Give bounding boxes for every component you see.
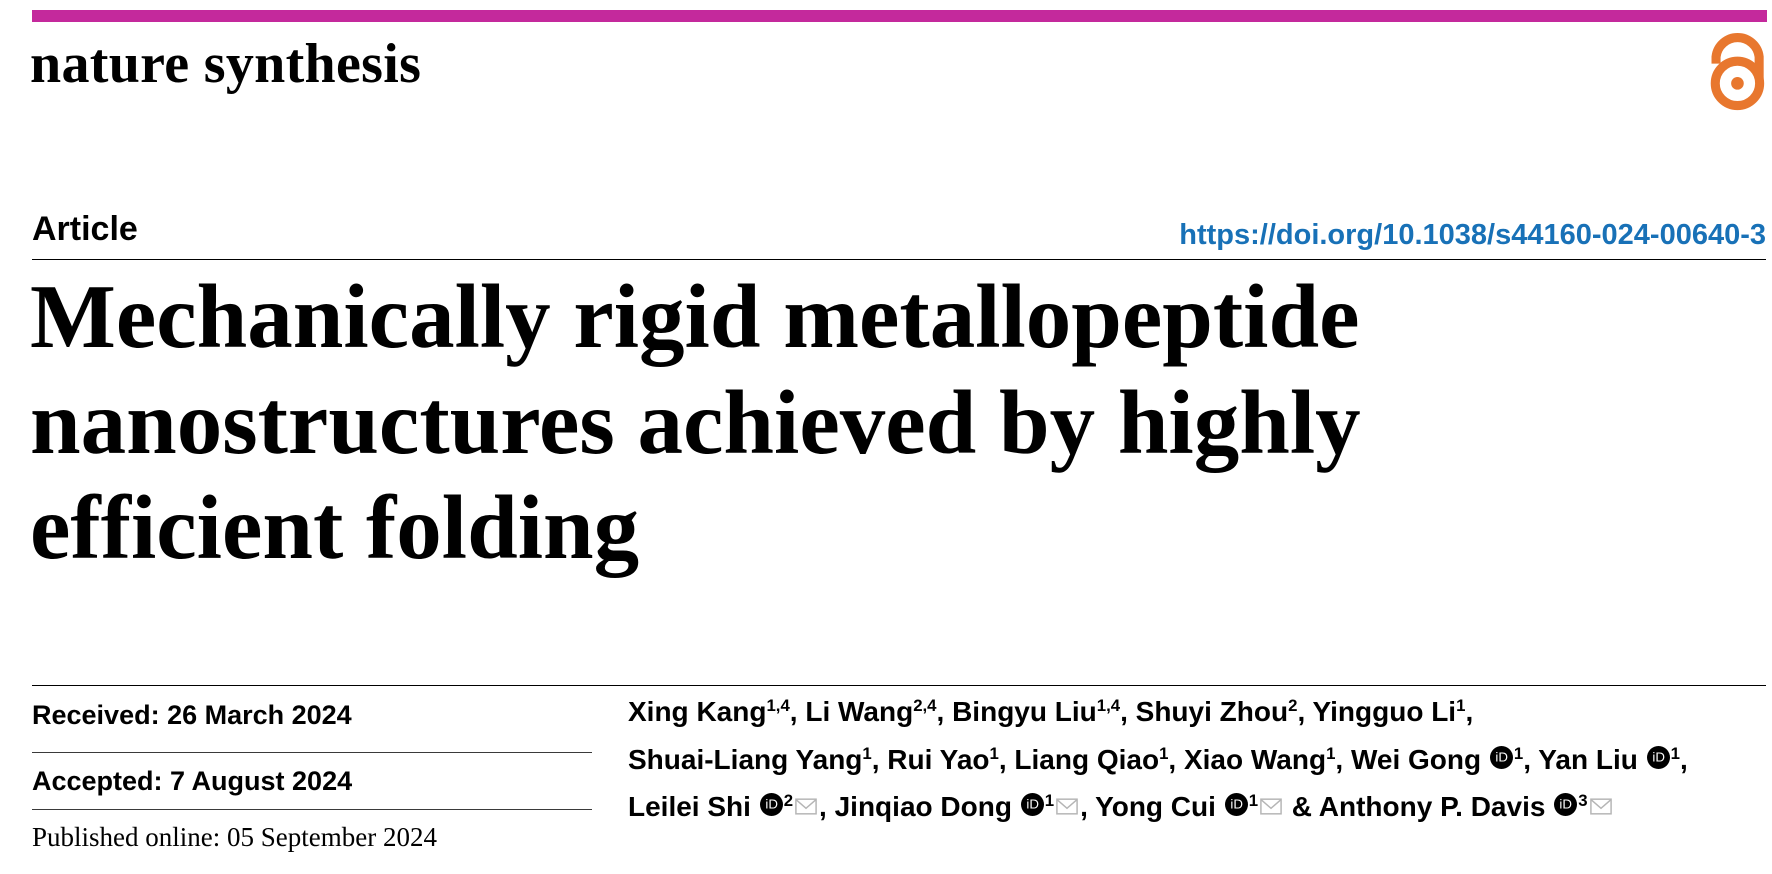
svg-text:iD: iD <box>1560 797 1573 812</box>
svg-text:iD: iD <box>765 797 778 812</box>
svg-text:iD: iD <box>1495 749 1508 764</box>
svg-text:iD: iD <box>1026 797 1039 812</box>
svg-text:iD: iD <box>1652 749 1665 764</box>
svg-text:iD: iD <box>1230 797 1243 812</box>
